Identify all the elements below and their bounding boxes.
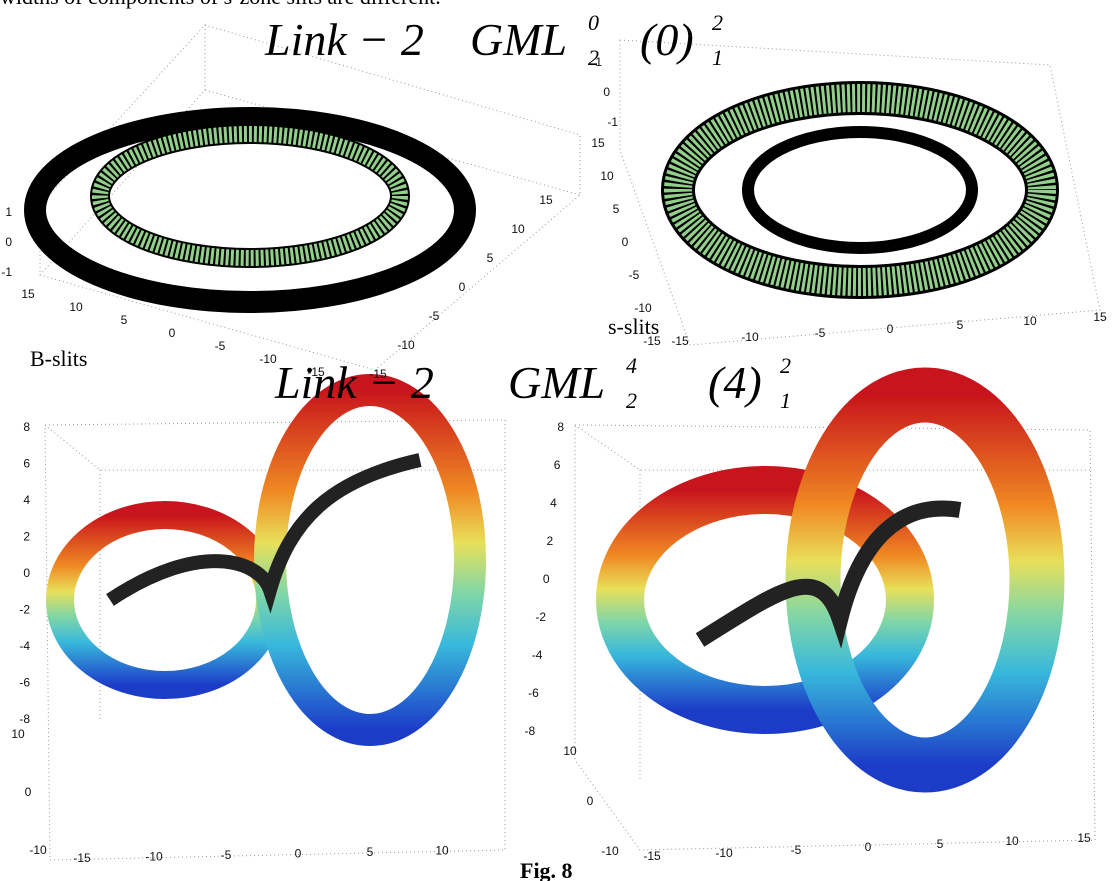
z-ticks-label: 1 (595, 55, 602, 69)
x-ticks-label: 10 (69, 300, 83, 314)
b-slits-label: B-slits (30, 346, 87, 371)
z-ticks-label: -8 (525, 724, 536, 738)
x-ticks-label: 0 (295, 847, 302, 861)
z-ticks-label: 2 (23, 530, 30, 544)
z-ticks-label: -2 (535, 610, 546, 624)
y-ticks-label: 5 (613, 202, 620, 216)
y-ticks-label: 0 (25, 785, 32, 799)
x-ticks-label: 5 (121, 313, 128, 327)
x-ticks-label: 0 (887, 322, 894, 336)
z-ticks-label: -2 (19, 603, 30, 617)
y-ticks-label: -10 (634, 301, 652, 315)
y-ticks-label: -10 (29, 843, 47, 857)
z-ticks-label: -8 (19, 712, 30, 726)
link-ribbon-left (60, 390, 470, 730)
y-ticks-label: 0 (459, 280, 466, 294)
title-brace-sup: 2 (780, 353, 791, 378)
x-ticks-label: -15 (307, 365, 325, 379)
x-ticks-label: 10 (435, 844, 449, 858)
y-ticks-label: -5 (629, 268, 640, 282)
title-brace-sub: 1 (780, 388, 791, 413)
title-gml: GML (508, 357, 605, 408)
x-ticks-label: -15 (643, 849, 661, 863)
x-ticks-label: 15 (1093, 310, 1107, 324)
y-ticks-label: -10 (397, 338, 415, 352)
x-ticks-label: 5 (367, 845, 374, 859)
y-ticks-label: -15 (369, 367, 387, 381)
y-ticks-label: 15 (539, 193, 553, 207)
y-ticks-label: 10 (511, 222, 525, 236)
z-ticks-label: 4 (550, 496, 557, 510)
title-gml-sup: 0 (588, 10, 599, 35)
title-gml: GML (470, 14, 567, 65)
z-ticks-label: 2 (547, 534, 554, 548)
title-gml-sup: 4 (626, 353, 637, 378)
title-brace: (4) (708, 357, 762, 408)
z-ticks-label: 0 (23, 566, 30, 580)
y-ticks-label: 15 (591, 136, 605, 150)
z-ticks-label: 6 (23, 457, 30, 471)
x-ticks-label: -5 (215, 339, 226, 353)
z-ticks-label: 8 (557, 420, 564, 434)
x-ticks-label: -5 (815, 326, 826, 340)
y-ticks-label: 0 (587, 794, 594, 808)
s-slit-rings (678, 98, 1042, 282)
z-ticks-label: 0 (603, 85, 610, 99)
x-ticks-label: 15 (1077, 831, 1091, 845)
y-ticks-label: 5 (487, 251, 494, 265)
link-ribbon-right (620, 395, 1037, 765)
y-ticks-label: -5 (429, 309, 440, 323)
x-ticks-label: 15 (21, 287, 35, 301)
b-slit-rings (35, 118, 465, 302)
z-ticks-label: 0 (5, 235, 12, 249)
x-ticks-label: -10 (145, 850, 163, 864)
z-ticks-label: -4 (532, 648, 543, 662)
x-ticks-label: 0 (865, 840, 872, 854)
z-ticks-label: -1 (1, 265, 12, 279)
x-ticks-label: 10 (1023, 314, 1037, 328)
title-link: Link − 2 (274, 357, 434, 408)
x-ticks-label: -10 (259, 352, 277, 366)
title-brace: (0) (640, 14, 694, 65)
z-ticks-label: -6 (19, 676, 30, 690)
x-ticks-label: 10 (1005, 834, 1019, 848)
z-ticks-label: 8 (23, 420, 30, 434)
z-ticks-label: 6 (554, 458, 561, 472)
title-gml-sub: 2 (626, 388, 637, 413)
y-ticks-label: 10 (563, 744, 577, 758)
z-ticks-label: -4 (19, 639, 30, 653)
title-brace-sup: 2 (712, 10, 723, 35)
x-ticks-label: 5 (937, 837, 944, 851)
x-ticks-label: -5 (221, 848, 232, 862)
x-ticks-label: -15 (671, 334, 689, 348)
y-ticks-label: 10 (11, 727, 25, 741)
y-ticks-label: -10 (601, 844, 619, 858)
x-ticks-label: -15 (73, 851, 91, 865)
y-ticks-label: -15 (643, 334, 661, 348)
x-ticks-label: 5 (957, 318, 964, 332)
y-ticks-label: 0 (622, 235, 629, 249)
x-ticks-label: -5 (791, 843, 802, 857)
x-ticks-label: -10 (741, 330, 759, 344)
x-ticks-label: 0 (169, 326, 176, 340)
z-ticks-label: 0 (543, 572, 550, 586)
y-ticks-label: 10 (600, 169, 614, 183)
title-link: Link − 2 (264, 14, 424, 65)
x-ticks-label: -10 (715, 846, 733, 860)
z-ticks-label: -1 (607, 115, 618, 129)
top-caption: widths of components of s-zone slits are… (0, 0, 441, 9)
figure: widths of components of s-zone slits are… (0, 0, 1115, 881)
title-brace-sub: 1 (712, 45, 723, 70)
z-ticks-label: 1 (5, 205, 12, 219)
figure-label: Fig. 8 (520, 858, 573, 881)
z-ticks-label: 4 (23, 493, 30, 507)
z-ticks-label: -6 (528, 686, 539, 700)
